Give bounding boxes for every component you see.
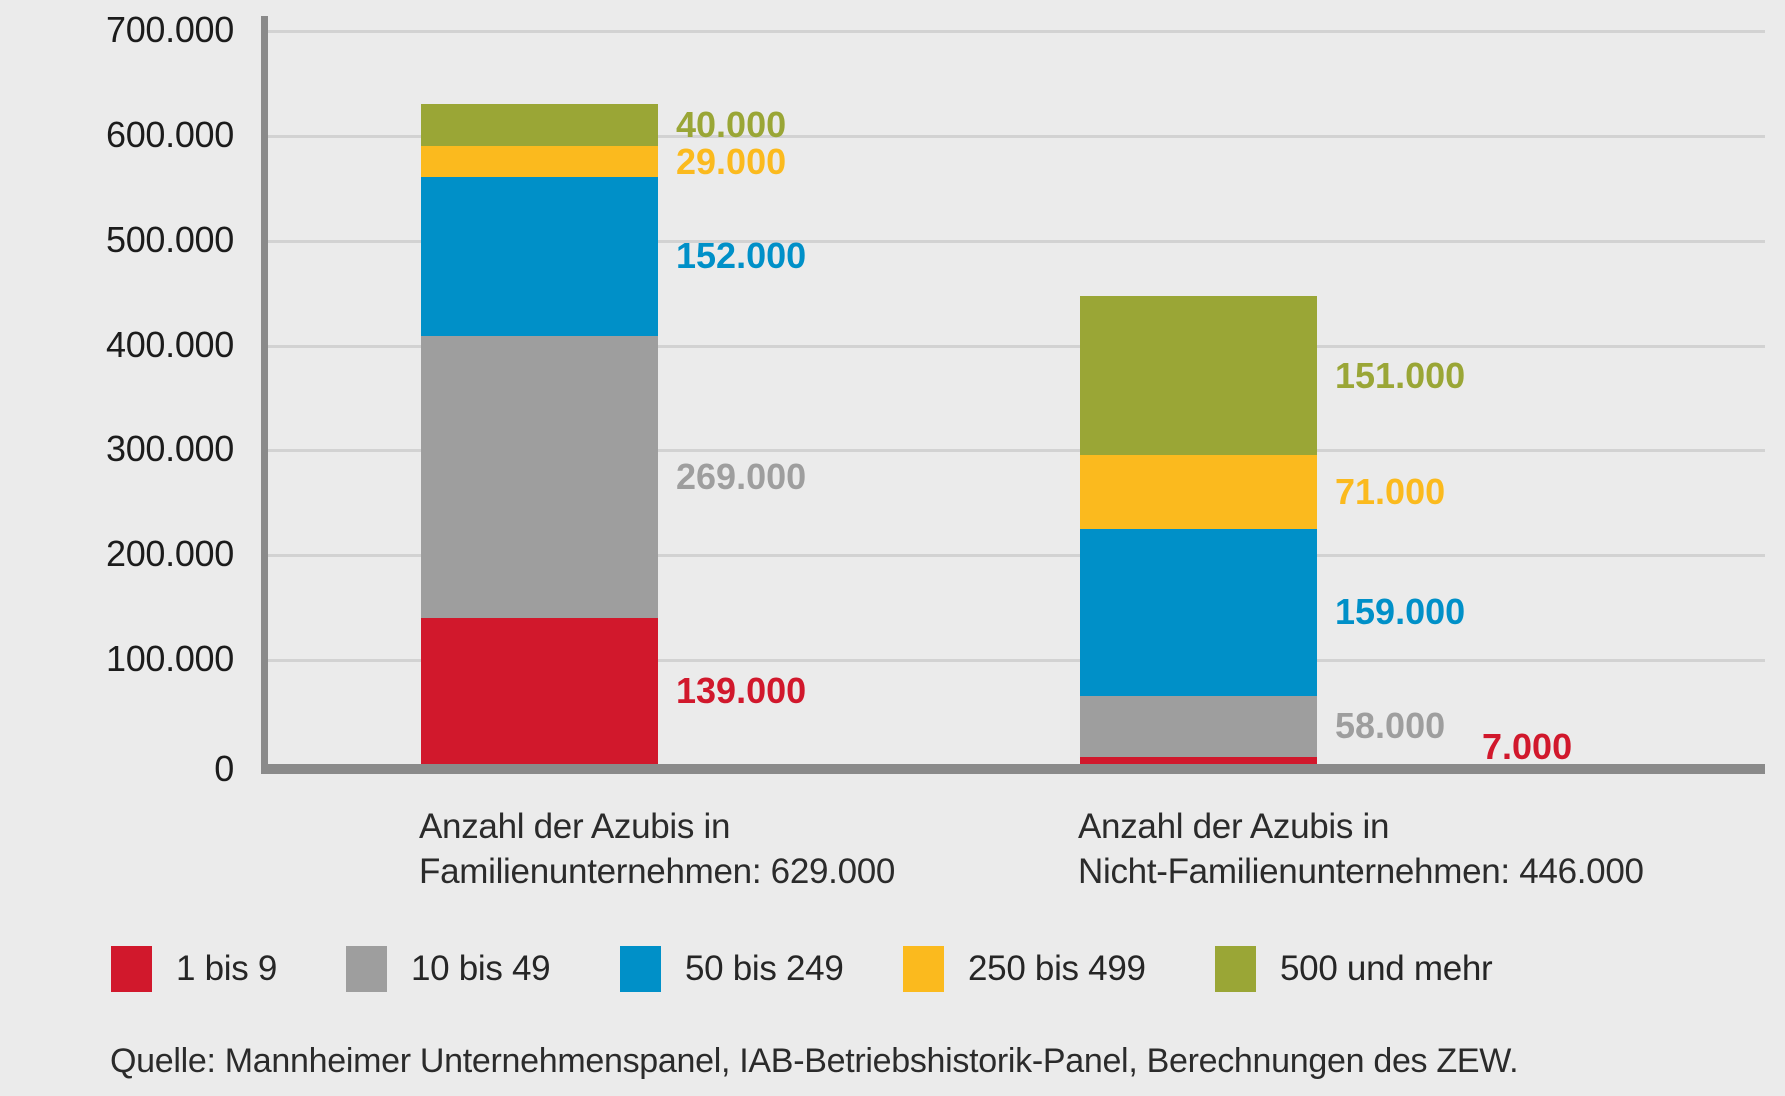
legend-item-10-bis-49: 10 bis 49 [346,946,551,992]
legend-swatch-gray [346,946,387,992]
y-axis-tick-label: 700.000 [105,9,234,50]
bar-segment-250-bis-499 [421,146,658,177]
legend-label: 250 bis 499 [968,949,1146,988]
legend-item-250-bis-499: 250 bis 499 [903,946,1146,992]
legend-item-500-und-mehr: 500 und mehr [1215,946,1493,992]
gridline [268,659,1765,662]
category-label-line: Anzahl der Azubis in [419,807,731,846]
legend-item-1-bis-9: 1 bis 9 [111,946,277,992]
y-axis-line [261,16,268,774]
value-label: 7.000 [1482,726,1573,767]
y-axis-tick-label: 400.000 [105,324,234,365]
y-axis-tick-label: 300.000 [105,428,234,469]
x-axis-line [261,764,1765,774]
y-axis-tick-label: 500.000 [105,219,234,260]
value-label: 29.000 [676,141,787,182]
category-label-line: Nicht-Familienunternehmen: 446.000 [1078,852,1644,891]
category-label-line: Anzahl der Azubis in [1078,807,1390,846]
legend-label: 500 und mehr [1280,949,1493,988]
legend-label: 10 bis 49 [411,949,551,988]
value-label: 71.000 [1335,471,1446,512]
gridline [268,449,1765,452]
category-label-familienunternehmen: Anzahl der Azubis in Familienunternehmen… [419,804,895,894]
gridline [268,135,1765,138]
bar-segment-10-bis-49 [1080,695,1317,757]
category-label-nicht-familienunternehmen: Anzahl der Azubis in Nicht-Familienunter… [1078,804,1644,894]
legend-swatch-blue [620,946,661,992]
gridline [268,345,1765,348]
bar-segment-10-bis-49 [421,336,658,619]
value-label: 159.000 [1335,591,1466,632]
bar-segment-1-bis-9 [1080,756,1317,764]
value-label: 152.000 [676,235,807,276]
legend-label: 50 bis 249 [685,949,844,988]
bar-segment-500-und-mehr [1080,296,1317,455]
gridline [268,554,1765,557]
legend-swatch-yellow [903,946,944,992]
legend-swatch-red [111,946,152,992]
y-axis-tick-label: 100.000 [105,638,234,679]
gridline [268,240,1765,243]
gridline [268,30,1765,33]
bar-segment-50-bis-249 [1080,529,1317,696]
value-label: 40.000 [676,104,787,145]
bar-segment-1-bis-9 [421,618,658,764]
value-label: 58.000 [1335,705,1446,746]
legend-item-50-bis-249: 50 bis 249 [620,946,844,992]
bar-segment-50-bis-249 [421,176,658,337]
value-label: 139.000 [676,670,807,711]
y-axis-tick-label: 200.000 [105,533,234,574]
y-axis-tick-label: 0 [214,748,234,789]
y-axis-tick-label: 600.000 [105,114,234,155]
legend-swatch-green [1215,946,1256,992]
source-note: Quelle: Mannheimer Unternehmenspanel, IA… [110,1042,1519,1080]
category-label-line: Familienunternehmen: 629.000 [419,852,896,891]
bar-segment-250-bis-499 [1080,454,1317,530]
legend-label: 1 bis 9 [176,949,278,988]
value-label: 269.000 [676,456,807,497]
bar-segment-500-und-mehr [421,104,658,147]
value-label: 151.000 [1335,355,1466,396]
